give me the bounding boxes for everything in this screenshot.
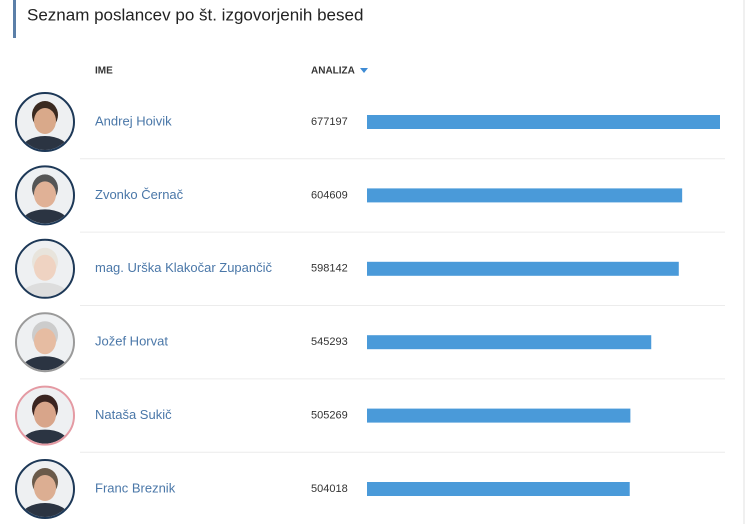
avatar-face: [34, 181, 56, 208]
bar: [367, 188, 683, 203]
member-name[interactable]: Zvonko Černač: [95, 187, 184, 202]
avatar: [21, 247, 69, 297]
title-accent: [13, 0, 16, 38]
bar: [367, 115, 720, 129]
avatar-body: [21, 282, 69, 297]
member-name[interactable]: Andrej Hoivik: [95, 113, 172, 128]
avatar: [21, 468, 69, 517]
avatar-body: [21, 136, 69, 150]
avatar-body: [21, 503, 69, 517]
avatar-face: [34, 328, 56, 355]
avatar-ring: [15, 459, 75, 519]
member-name[interactable]: mag. Urška Klakočar Zupančič: [95, 260, 273, 275]
bar: [367, 482, 630, 496]
avatar: [21, 101, 69, 150]
word-count: 598142: [311, 263, 348, 275]
avatar-body: [21, 429, 69, 444]
avatar-ring: [15, 385, 75, 446]
bar: [367, 261, 679, 276]
word-count: 677197: [311, 116, 348, 128]
member-name[interactable]: Franc Breznik: [95, 480, 176, 495]
avatar-body: [21, 356, 69, 371]
avatar-face: [34, 254, 56, 281]
avatar-face: [34, 401, 56, 428]
avatar-ring: [15, 92, 75, 152]
bar: [367, 408, 631, 423]
avatar-face: [34, 475, 56, 501]
avatar: [21, 394, 69, 444]
word-count: 505269: [311, 410, 348, 422]
avatar-face: [34, 108, 56, 134]
column-header[interactable]: ANALIZA: [311, 66, 355, 77]
column-header: IME: [95, 66, 113, 77]
sort-arrow[interactable]: [360, 68, 368, 73]
avatar-ring: [15, 165, 75, 226]
word-count: 545293: [311, 336, 348, 348]
bar: [367, 335, 652, 350]
section-title: Seznam poslancev po št. izgovorjenih bes…: [27, 5, 363, 24]
word-count: 504018: [311, 483, 348, 495]
avatar-body: [21, 209, 69, 224]
avatar-ring: [15, 238, 75, 299]
member-name[interactable]: Jožef Horvat: [95, 334, 168, 349]
avatar: [21, 174, 69, 224]
word-count: 604609: [311, 189, 348, 201]
avatar: [21, 321, 69, 371]
avatar-ring: [15, 312, 75, 373]
member-name[interactable]: Nataša Sukič: [95, 407, 172, 422]
